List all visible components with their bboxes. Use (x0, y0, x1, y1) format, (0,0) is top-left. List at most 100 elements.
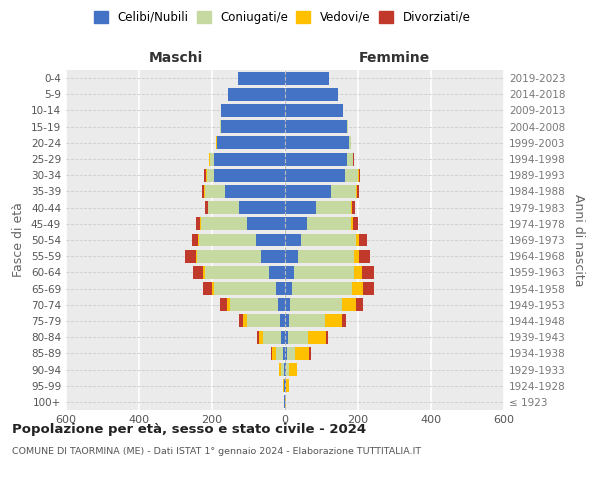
Bar (206, 169, 214, 181)
Bar (301, 234, 356, 246)
Bar (350, 201, 352, 214)
Bar (310, 347, 311, 360)
Bar (197, 250, 261, 262)
Bar (307, 218, 350, 230)
Bar (350, 136, 352, 149)
Bar (341, 314, 346, 328)
Bar (279, 363, 281, 376)
Bar (205, 266, 269, 279)
Bar (204, 169, 206, 181)
Bar (357, 185, 359, 198)
Bar (216, 136, 217, 149)
Bar (269, 266, 285, 279)
Bar (276, 282, 285, 295)
Bar (326, 330, 328, 344)
Bar (284, 396, 285, 408)
Bar (203, 282, 212, 295)
Bar (285, 104, 343, 117)
Text: Femmine: Femmine (359, 51, 430, 65)
Bar (285, 88, 338, 101)
Bar (285, 330, 288, 344)
Bar (359, 169, 360, 181)
Y-axis label: Anni di nascita: Anni di nascita (572, 194, 585, 286)
Bar (308, 330, 326, 344)
Bar (285, 298, 290, 311)
Bar (247, 218, 285, 230)
Bar (349, 136, 350, 149)
Bar (200, 218, 201, 230)
Bar (285, 169, 345, 181)
Bar (285, 347, 287, 360)
Bar (221, 120, 285, 133)
Bar (285, 152, 347, 166)
Bar (259, 330, 263, 344)
Bar (214, 152, 285, 166)
Bar (359, 250, 370, 262)
Bar (325, 314, 341, 328)
Bar (214, 282, 276, 295)
Bar (285, 250, 298, 262)
Bar (352, 201, 355, 214)
Text: Maschi: Maschi (148, 51, 203, 65)
Bar (283, 347, 285, 360)
Bar (285, 120, 347, 133)
Bar (363, 282, 374, 295)
Bar (239, 201, 285, 214)
Bar (316, 201, 350, 214)
Bar (353, 152, 354, 166)
Y-axis label: Fasce di età: Fasce di età (13, 202, 25, 278)
Bar (209, 152, 210, 166)
Bar (287, 347, 295, 360)
Legend: Celibi/Nubili, Coniugati/e, Vedovi/e, Divorziati/e: Celibi/Nubili, Coniugati/e, Vedovi/e, Di… (94, 11, 470, 24)
Bar (263, 330, 281, 344)
Bar (284, 379, 285, 392)
Bar (280, 314, 285, 328)
Bar (290, 298, 341, 311)
Bar (353, 218, 358, 230)
Bar (243, 314, 247, 328)
Bar (196, 250, 197, 262)
Bar (256, 234, 285, 246)
Bar (352, 282, 363, 295)
Bar (356, 185, 357, 198)
Bar (355, 250, 359, 262)
Bar (355, 266, 362, 279)
Bar (285, 379, 286, 392)
Bar (220, 298, 227, 311)
Bar (289, 363, 297, 376)
Bar (356, 234, 359, 246)
Bar (238, 72, 285, 85)
Bar (292, 282, 352, 295)
Bar (278, 298, 285, 311)
Bar (239, 314, 243, 328)
Bar (257, 330, 259, 344)
Bar (289, 314, 325, 328)
Bar (281, 363, 284, 376)
Bar (331, 185, 356, 198)
Bar (285, 185, 331, 198)
Bar (347, 120, 348, 133)
Bar (285, 136, 349, 149)
Bar (285, 282, 292, 295)
Bar (221, 104, 285, 117)
Bar (261, 250, 285, 262)
Bar (341, 298, 356, 311)
Bar (276, 347, 283, 360)
Bar (217, 136, 285, 149)
Text: Popolazione per età, sesso e stato civile - 2024: Popolazione per età, sesso e stato civil… (12, 422, 366, 436)
Bar (285, 234, 301, 246)
Bar (220, 120, 221, 133)
Bar (191, 234, 198, 246)
Bar (196, 218, 200, 230)
Bar (271, 347, 272, 360)
Bar (362, 266, 374, 279)
Bar (204, 185, 205, 198)
Bar (202, 185, 204, 198)
Bar (284, 363, 285, 376)
Bar (227, 298, 230, 311)
Bar (347, 152, 353, 166)
Bar (286, 363, 289, 376)
Bar (285, 363, 286, 376)
Bar (193, 266, 203, 279)
Bar (358, 169, 359, 181)
